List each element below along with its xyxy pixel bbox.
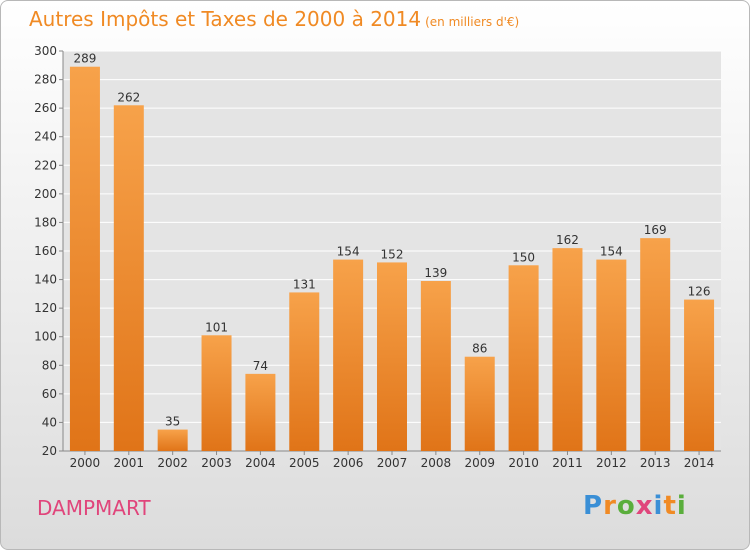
data-label: 154 (600, 245, 623, 259)
chart-subtitle: (en milliers d'€) (425, 15, 520, 29)
logo-letter: P (583, 491, 604, 521)
x-tick-label: 2002 (157, 456, 188, 470)
data-label: 152 (381, 247, 404, 261)
data-label: 169 (644, 223, 667, 237)
chart-title-text: Autres Impôts et Taxes de 2000 à 2014 (29, 7, 422, 31)
x-tick-label: 2012 (596, 456, 627, 470)
y-tick-label: 60 (42, 387, 57, 401)
data-label: 162 (556, 233, 579, 247)
city-name: DAMPMART (37, 496, 151, 520)
bar (113, 105, 144, 452)
x-tick-label: 2007 (377, 456, 408, 470)
data-label: 74 (253, 359, 268, 373)
y-tick-label: 120 (34, 301, 57, 315)
proxiti-logo: Proxiti (583, 491, 687, 521)
bar (420, 281, 451, 451)
data-label: 126 (688, 285, 711, 299)
x-tick-label: 2001 (114, 456, 145, 470)
x-tick-label: 2006 (333, 456, 364, 470)
bar (640, 238, 671, 451)
data-label: 35 (165, 415, 180, 429)
y-tick-label: 40 (42, 415, 57, 429)
bar (69, 66, 100, 451)
logo-letter: o (616, 491, 636, 521)
bar (201, 335, 232, 451)
chart-title: Autres Impôts et Taxes de 2000 à 2014 (en… (29, 7, 519, 31)
bar (245, 373, 276, 451)
data-label: 101 (205, 320, 228, 334)
data-label: 131 (293, 277, 316, 291)
data-label: 86 (472, 342, 487, 356)
y-tick-label: 160 (34, 244, 57, 258)
x-tick-label: 2009 (464, 456, 495, 470)
bar (377, 262, 407, 451)
data-label: 154 (337, 245, 360, 259)
bar (508, 265, 539, 451)
y-tick-label: 240 (34, 130, 57, 144)
logo-letter: x (635, 491, 654, 521)
x-tick-label: 2013 (640, 456, 671, 470)
logo-letter: i (653, 491, 664, 521)
x-tick-label: 2003 (201, 456, 232, 470)
x-tick-label: 2011 (552, 456, 583, 470)
y-tick-label: 260 (34, 101, 57, 115)
y-tick-label: 220 (34, 158, 57, 172)
data-label: 289 (73, 52, 96, 66)
logo-letter: t (663, 491, 677, 521)
bar (596, 259, 627, 451)
bar (289, 292, 320, 451)
y-tick-label: 300 (34, 44, 57, 58)
y-tick-label: 80 (42, 358, 57, 372)
data-label: 150 (512, 250, 535, 264)
x-tick-label: 2010 (508, 456, 539, 470)
logo-letter: r (603, 491, 617, 521)
bar (157, 429, 188, 451)
y-tick-label: 280 (34, 73, 57, 87)
y-tick-label: 20 (42, 444, 57, 458)
data-label: 139 (424, 266, 447, 280)
x-tick-label: 2000 (70, 456, 101, 470)
x-tick-label: 2004 (245, 456, 276, 470)
logo-letter: i (676, 491, 687, 521)
y-tick-label: 100 (34, 330, 57, 344)
y-tick-label: 180 (34, 215, 57, 229)
data-label: 262 (117, 90, 140, 104)
bar (464, 356, 495, 451)
y-tick-label: 140 (34, 273, 57, 287)
x-tick-label: 2005 (289, 456, 320, 470)
bar (552, 248, 583, 451)
y-tick-label: 200 (34, 187, 57, 201)
x-tick-label: 2014 (684, 456, 715, 470)
bar (333, 259, 364, 451)
x-tick-label: 2008 (421, 456, 452, 470)
bar (684, 299, 715, 451)
